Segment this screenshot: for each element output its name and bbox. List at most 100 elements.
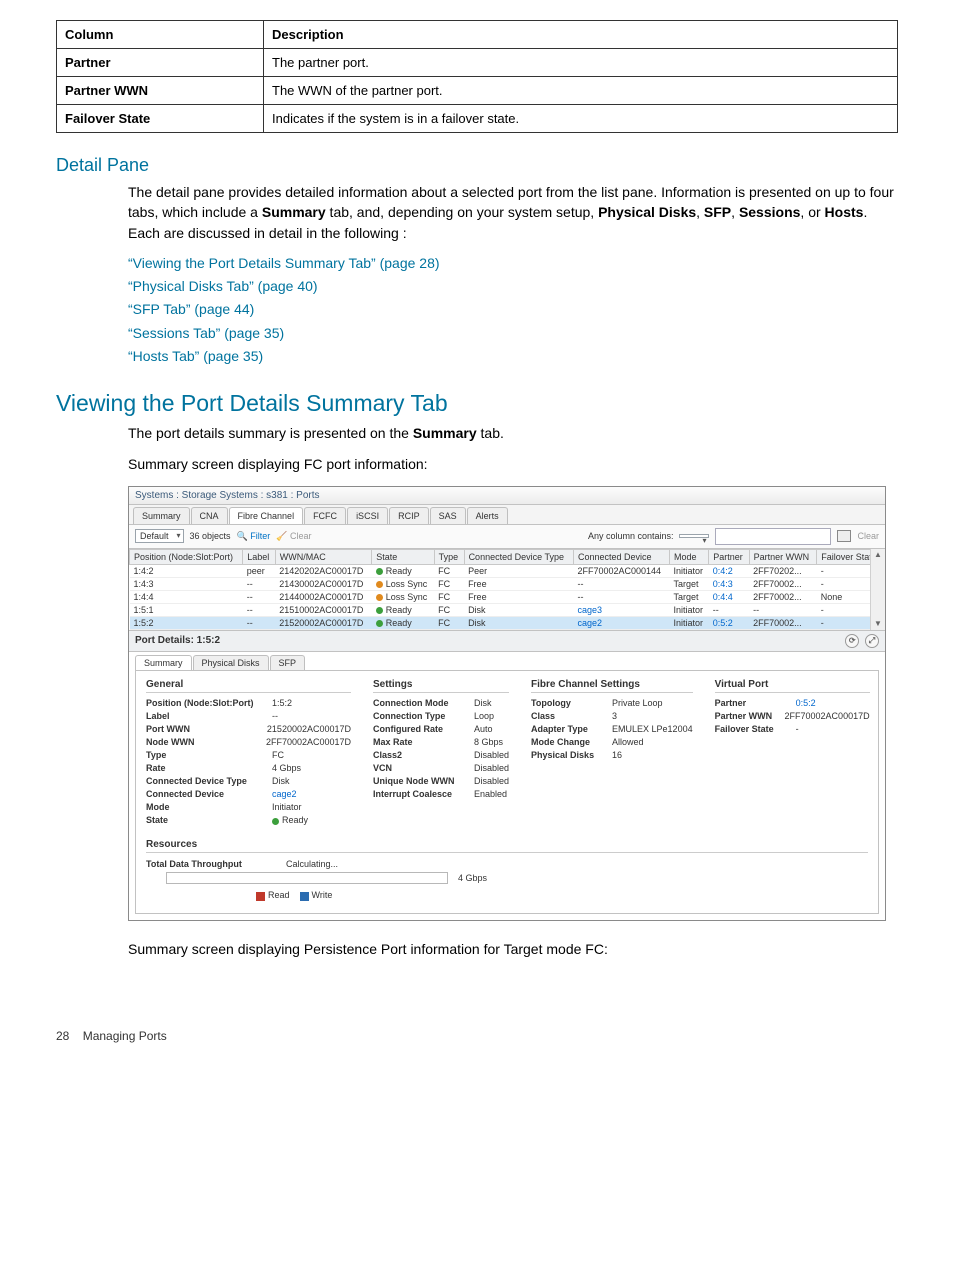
link-summary-tab[interactable]: “Viewing the Port Details Summary Tab” (… <box>128 253 898 273</box>
grid-row[interactable]: 1:4:2peer21420202AC00017DReadyFCPeer2FF7… <box>130 564 885 577</box>
legend-write-swatch <box>300 892 309 901</box>
kv-key: Physical Disks <box>531 749 606 762</box>
kv-value: Private Loop <box>612 697 663 710</box>
grid-col-header[interactable]: Mode <box>669 549 708 564</box>
grid-cell: Ready <box>372 603 434 616</box>
clear-link-disabled: 🧹 Clear <box>276 531 311 542</box>
detail-subtab-physical-disks[interactable]: Physical Disks <box>193 655 269 670</box>
link-sfp-tab[interactable]: “SFP Tab” (page 44) <box>128 299 898 319</box>
kv-key: Topology <box>531 697 606 710</box>
kv-value: 3 <box>612 710 617 723</box>
def-row-key: Partner <box>57 49 264 77</box>
kv-key: Partner WWN <box>715 710 779 723</box>
grid-cell: -- <box>243 590 276 603</box>
ports-grid[interactable]: Position (Node:Slot:Port)LabelWWN/MACSta… <box>129 549 885 630</box>
bold-sessions: Sessions <box>739 204 800 220</box>
kv-value: 8 Gbps <box>474 736 503 749</box>
grid-cell: 0:5:2 <box>709 616 749 629</box>
any-column-op-dropdown[interactable] <box>679 534 709 538</box>
grid-cell: 2FF70002AC000144 <box>574 564 670 577</box>
grid-cell: Initiator <box>669 616 708 629</box>
top-tab-fibre-channel[interactable]: Fibre Channel <box>229 507 304 524</box>
top-tab-fcfc[interactable]: FCFC <box>304 507 346 524</box>
kv-key: Mode Change <box>531 736 606 749</box>
def-row-val: The partner port. <box>264 49 898 77</box>
def-row-val: Indicates if the system is in a failover… <box>264 105 898 133</box>
grid-cell: 1:5:1 <box>130 603 243 616</box>
panel-virtual-port: Virtual Port Partner0:5:2Partner WWN2FF7… <box>715 679 870 827</box>
detail-body: General Position (Node:Slot:Port)1:5:2La… <box>135 670 879 914</box>
link-physical-disks-tab[interactable]: “Physical Disks Tab” (page 40) <box>128 276 898 296</box>
kv-key: Failover State <box>715 723 790 736</box>
panel-general-title: General <box>146 679 351 693</box>
page-number: 28 <box>56 1029 69 1043</box>
throughput-value: Calculating... <box>286 859 338 869</box>
bold-summary: Summary <box>262 204 326 220</box>
grid-col-header[interactable]: Partner WWN <box>749 549 817 564</box>
detail-pane-paragraph: The detail pane provides detailed inform… <box>128 182 898 243</box>
scroll-down-icon[interactable]: ▼ <box>874 618 882 630</box>
detail-expand-icon[interactable]: ⤢ <box>865 634 879 648</box>
kv-key: Class <box>531 710 606 723</box>
grid-row[interactable]: 1:4:3--21430002AC00017DLoss SyncFCFree--… <box>130 577 885 590</box>
grid-row[interactable]: 1:5:2--21520002AC00017DReadyFCDiskcage2I… <box>130 616 885 629</box>
bold-hosts: Hosts <box>825 204 864 220</box>
kv-row: VCNDisabled <box>373 762 509 775</box>
bold-summary: Summary <box>413 425 477 441</box>
top-tab-summary[interactable]: Summary <box>133 507 190 524</box>
grid-cell: cage2 <box>574 616 670 629</box>
top-tab-rcip[interactable]: RCIP <box>389 507 429 524</box>
detail-refresh-icon[interactable]: ⟳ <box>845 634 859 648</box>
kv-row: Port WWN21520002AC00017D <box>146 723 351 736</box>
kv-key: Connected Device <box>146 788 266 801</box>
link-hosts-tab[interactable]: “Hosts Tab” (page 35) <box>128 346 898 366</box>
scroll-up-icon[interactable]: ▲ <box>874 549 882 561</box>
grid-cell: 1:5:2 <box>130 616 243 629</box>
grid-col-header[interactable]: State <box>372 549 434 564</box>
window-title: Systems : Storage Systems : s381 : Ports <box>129 487 885 505</box>
grid-cell: -- <box>574 590 670 603</box>
any-column-input[interactable] <box>715 528 831 545</box>
grid-col-header[interactable]: Connected Device <box>574 549 670 564</box>
kv-row: Unique Node WWNDisabled <box>373 775 509 788</box>
grid-row[interactable]: 1:4:4--21440002AC00017DLoss SyncFCFree--… <box>130 590 885 603</box>
kv-key: Interrupt Coalesce <box>373 788 468 801</box>
top-tab-iscsi[interactable]: iSCSI <box>347 507 388 524</box>
grid-cell: 0:4:4 <box>709 590 749 603</box>
throughput-row: Total Data Throughput Calculating... <box>146 859 868 869</box>
top-tab-cna[interactable]: CNA <box>191 507 228 524</box>
grid-col-header[interactable]: Type <box>434 549 464 564</box>
grid-col-header[interactable]: WWN/MAC <box>275 549 372 564</box>
detail-subtab-sfp[interactable]: SFP <box>270 655 306 670</box>
top-tab-sas[interactable]: SAS <box>430 507 466 524</box>
grid-col-header[interactable]: Label <box>243 549 276 564</box>
kv-key: Label <box>146 710 266 723</box>
filter-default-dropdown[interactable]: Default <box>135 529 184 543</box>
kv-value: 21520002AC00017D <box>267 723 351 736</box>
grid-col-header[interactable]: Position (Node:Slot:Port) <box>130 549 243 564</box>
link-sessions-tab[interactable]: “Sessions Tab” (page 35) <box>128 323 898 343</box>
kv-row: Mode Change Allowed <box>531 736 693 749</box>
grid-row[interactable]: 1:5:1--21510002AC00017DReadyFCDiskcage3I… <box>130 603 885 616</box>
resources-title: Resources <box>146 839 868 853</box>
top-tab-alerts[interactable]: Alerts <box>467 507 508 524</box>
legend-write-label: Write <box>312 890 333 900</box>
grid-cell: 2FF70002... <box>749 577 817 590</box>
grid-cell: FC <box>434 590 464 603</box>
grid-scrollbar[interactable]: ▲ ▼ <box>870 549 885 630</box>
grid-cell: 2FF70002... <box>749 590 817 603</box>
kv-value: Allowed <box>612 736 644 749</box>
grid-cell: FC <box>434 564 464 577</box>
grid-col-header[interactable]: Partner <box>709 549 749 564</box>
kv-key: Unique Node WWN <box>373 775 468 788</box>
grid-cell: Ready <box>372 564 434 577</box>
grid-cell: -- <box>749 603 817 616</box>
print-icon[interactable] <box>837 530 851 542</box>
grid-cell: -- <box>243 616 276 629</box>
filter-link[interactable]: 🔍 Filter <box>237 531 271 542</box>
detail-subtab-summary[interactable]: Summary <box>135 655 192 670</box>
grid-col-header[interactable]: Connected Device Type <box>464 549 573 564</box>
grid-cell: Initiator <box>669 564 708 577</box>
grid-cell: Initiator <box>669 603 708 616</box>
caption-after-screenshot: Summary screen displaying Persistence Po… <box>128 939 898 959</box>
